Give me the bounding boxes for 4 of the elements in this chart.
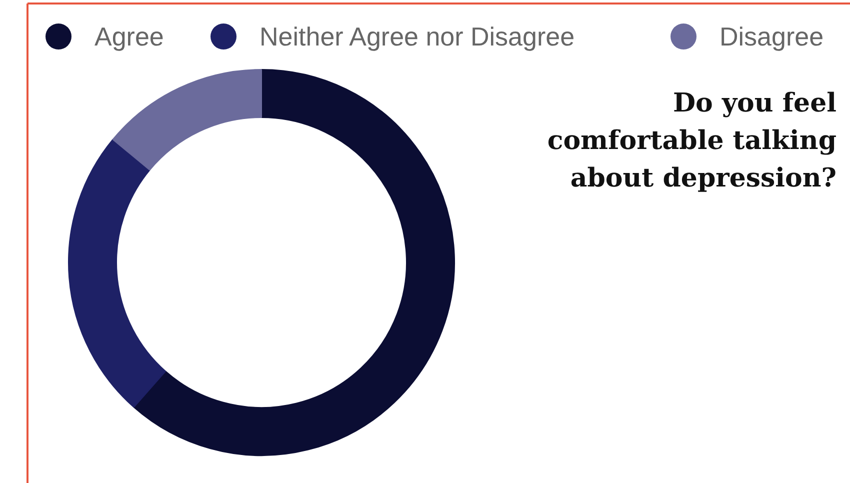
legend-label: Disagree bbox=[720, 22, 824, 52]
text: Do you feel comfortable talking about depression? bbox=[547, 88, 837, 194]
legend-label: Neither Agree nor Disagree bbox=[260, 22, 575, 52]
legend-label: Agree bbox=[94, 22, 164, 52]
